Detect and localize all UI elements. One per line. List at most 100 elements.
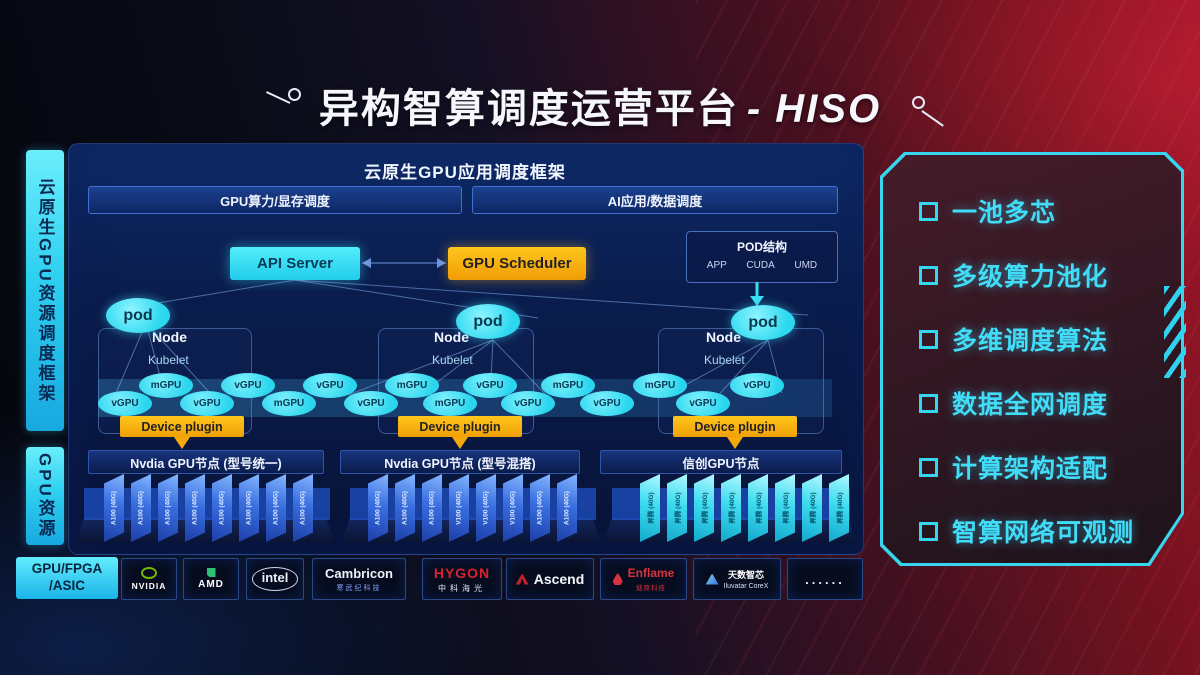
hazard-stripes-decor xyxy=(1164,286,1186,378)
gpu-slice-bubble: vGPU xyxy=(730,373,784,398)
gpu-card: A100 (40G) xyxy=(239,474,259,542)
gpu-card: V100 (40G) xyxy=(476,474,496,542)
vendor-name: AMD xyxy=(198,579,224,590)
gpu-card: A100 (40G) xyxy=(212,474,232,542)
gpu-slice-bubble: mGPU xyxy=(262,391,316,416)
gpu-card: 昇腾 (40G) xyxy=(802,474,822,542)
gpu-card: A100 (40G) xyxy=(131,474,151,542)
vendor-enflame: Enflame 燧原科技 xyxy=(600,558,687,600)
node-label: Node xyxy=(152,329,187,345)
page-title: 异构智算调度运营平台 - HISO xyxy=(0,76,1200,134)
feature-label: 一池多芯 xyxy=(952,199,1057,227)
rack-band xyxy=(84,488,330,520)
vendor-name: HYGON xyxy=(433,564,491,581)
kubelet-label: Kubelet xyxy=(704,353,745,367)
gpu-slice-bubble: vGPU xyxy=(303,373,357,398)
pod-structure-box: POD结构 APP CUDA UMD xyxy=(686,231,838,283)
pod-ellipse: pod xyxy=(456,304,520,339)
pod-ellipse: pod xyxy=(731,305,795,340)
gpu-slice-bubble: vGPU xyxy=(344,391,398,416)
feature-panel-border: 一池多芯 多级算力池化 多维调度算法 数据全网调度 计算架构适配 智算网络可观测 xyxy=(880,152,1184,566)
vendor-name: Ascend xyxy=(533,571,585,587)
vendor-nvidia: NVIDIA xyxy=(121,558,177,600)
feature-item: 数据全网调度 xyxy=(919,385,1108,421)
square-bullet-icon xyxy=(919,202,938,221)
lane-gpu-compute: GPU算力/显存调度 xyxy=(88,186,462,214)
vendor-cambricon: Cambricon 寒武纪科技 xyxy=(312,558,406,600)
feature-item: 计算架构适配 xyxy=(919,449,1108,485)
down-arrow-icon xyxy=(727,437,743,449)
gpu-card-group: A100 (40G) A100 (40G) A100 (40G) V100 (4… xyxy=(368,474,580,544)
iluvatar-logo-icon xyxy=(705,573,719,585)
gpu-slice-bubble: vGPU xyxy=(221,373,275,398)
gpu-card: A100 (40G) xyxy=(266,474,286,542)
device-plugin-box: Device plugin xyxy=(120,416,244,437)
gpu-card: A100 (40G) xyxy=(368,474,388,542)
amd-logo-icon xyxy=(206,568,216,577)
gpu-card: 昇腾 (40G) xyxy=(775,474,795,542)
hardware-category-line2: /ASIC xyxy=(48,578,85,593)
vendor-subname: 燧原科技 xyxy=(636,585,666,592)
enflame-logo-icon xyxy=(612,573,623,585)
gpu-group-header: 信创GPU节点 xyxy=(600,450,842,474)
gpu-slice-bubble: vGPU xyxy=(580,391,634,416)
gpu-slice-bubble: vGPU xyxy=(501,391,555,416)
feature-label: 多维调度算法 xyxy=(952,327,1109,355)
api-server-box: API Server xyxy=(230,247,360,280)
vendor-name: intel xyxy=(261,570,289,585)
gpu-card: A100 (40G) xyxy=(395,474,415,542)
square-bullet-icon xyxy=(919,394,938,413)
feature-item: 多级算力池化 xyxy=(919,257,1108,293)
gpu-card: A100 (40G) xyxy=(104,474,124,542)
gpu-card: 昇腾 (40G) xyxy=(748,474,768,542)
gpu-slice-bubble: vGPU xyxy=(98,391,152,416)
gpu-card: A100 (40G) xyxy=(422,474,442,542)
feature-item: 一池多芯 xyxy=(919,193,1056,229)
square-bullet-icon xyxy=(919,330,938,349)
feature-label: 多级算力池化 xyxy=(952,263,1109,291)
gpu-group-header: Nvdia GPU节点 (型号统一) xyxy=(88,450,324,474)
device-plugin-box: Device plugin xyxy=(673,416,797,437)
pod-structure-item: APP xyxy=(706,260,727,271)
vendor-name: ...... xyxy=(805,571,845,587)
gpu-slice-bubble: mGPU xyxy=(139,373,193,398)
pod-structure-title: POD结构 xyxy=(736,240,787,254)
device-plugin-box: Device plugin xyxy=(398,416,522,437)
vendor-subname: Iluvatar CoreX xyxy=(723,583,769,590)
gpu-card: 昇腾 (40G) xyxy=(829,474,849,542)
gpu-scheduler-box: GPU Scheduler xyxy=(448,247,586,280)
kubelet-label: Kubelet xyxy=(148,353,189,367)
pod-structure-item: UMD xyxy=(794,260,818,271)
framework-title: 云原生GPU应用调度框架 xyxy=(364,163,566,182)
gpu-card: 昇腾 (40G) xyxy=(694,474,714,542)
feature-item: 多维调度算法 xyxy=(919,321,1108,357)
gpu-card: V100 (40G) xyxy=(503,474,523,542)
gpu-card: 昇腾 (40G) xyxy=(640,474,660,542)
kubelet-label: Kubelet xyxy=(432,353,473,367)
vendor-subname: 中科海光 xyxy=(438,583,486,593)
square-bullet-icon xyxy=(919,522,938,541)
hardware-category-box: GPU/FPGA /ASIC xyxy=(16,557,118,599)
vendor-ascend: Ascend xyxy=(506,558,594,600)
gpu-card-group: A100 (40G) A100 (40G) A100 (40G) A100 (4… xyxy=(104,474,316,544)
vendor-name: Enflame xyxy=(627,566,675,580)
circuit-decor-icon xyxy=(912,96,925,109)
vendor-hygon: HYGON 中科海光 xyxy=(422,558,502,600)
gpu-slice-bubble: mGPU xyxy=(633,373,687,398)
gpu-card: A100 (40G) xyxy=(293,474,313,542)
down-arrow-icon xyxy=(452,437,468,449)
gpu-group-header: Nvdia GPU节点 (型号混搭) xyxy=(340,450,580,474)
gpu-card: V100 (40G) xyxy=(449,474,469,542)
gpu-card: 昇腾 (40G) xyxy=(721,474,741,542)
sidebar-label-framework: 云原生GPU资源调度框架 xyxy=(26,150,64,431)
gpu-card: A100 (40G) xyxy=(158,474,178,542)
rack-band xyxy=(350,488,596,520)
circuit-decor-icon xyxy=(288,88,301,101)
down-arrow-icon xyxy=(174,437,190,449)
gpu-card-group: 昇腾 (40G) 昇腾 (40G) 昇腾 (40G) 昇腾 (40G) 昇腾 (… xyxy=(640,474,852,544)
vendor-amd: AMD xyxy=(183,558,239,600)
feature-panel: 一池多芯 多级算力池化 多维调度算法 数据全网调度 计算架构适配 智算网络可观测 xyxy=(883,155,1181,563)
pod-ellipse: pod xyxy=(106,298,170,333)
vendor-name: Cambricon xyxy=(325,565,393,581)
